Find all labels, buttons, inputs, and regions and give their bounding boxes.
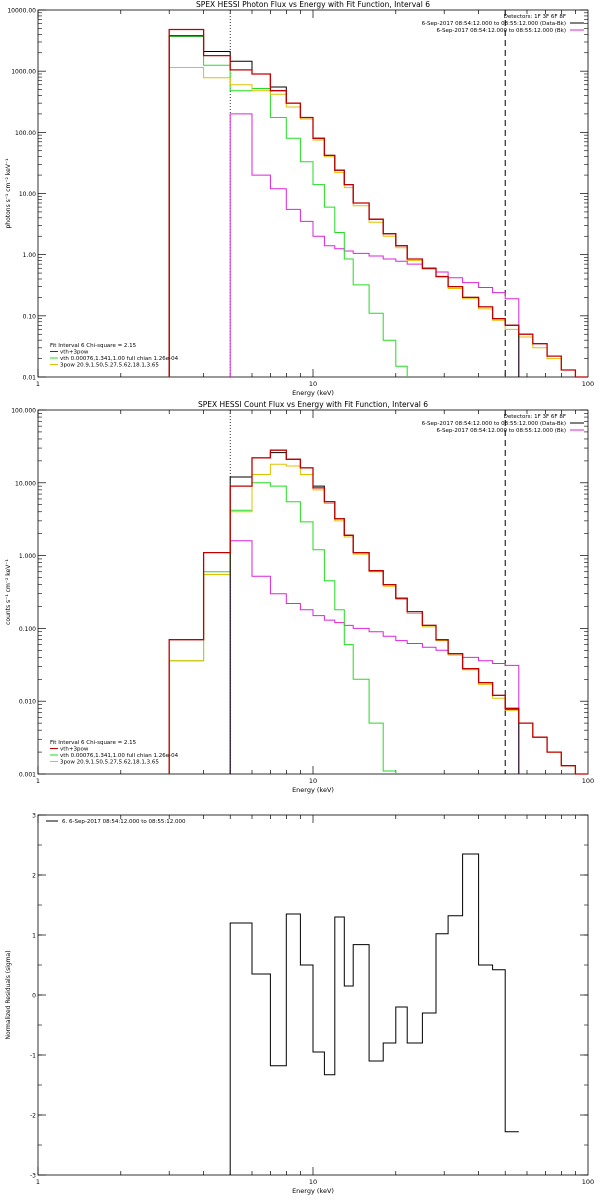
y-tick-label: 100.00	[15, 130, 36, 137]
chart-panel-2: SPEX HESSI Count Flux vs Energy with Fit…	[5, 400, 594, 794]
y-tick-label: -1	[30, 1053, 36, 1060]
x-axis-label: Energy (keV)	[292, 389, 334, 397]
y-tick-label: 0.01	[23, 375, 37, 382]
series-bkg	[229, 113, 520, 377]
legend-entry: 6-Sep-2017 08:54:12.000 to 08:55:12.000 …	[437, 428, 567, 434]
series-total	[168, 28, 588, 378]
y-tick-label: 0.100	[19, 626, 36, 633]
legend-entry: 6-Sep-2017 08:54:12.000 to 08:55:12.000 …	[422, 21, 566, 27]
legend-entry: Fit Interval 6 Chi-square = 2.15	[50, 740, 137, 746]
x-tick-label: 10	[309, 380, 317, 388]
legend-entry: vth 0.00076,1.341,1.00 full chian 1.26e-…	[60, 753, 179, 759]
y-tick-label: 1.000	[19, 553, 36, 560]
series-data	[229, 452, 520, 774]
y-tick-label: -3	[30, 1173, 36, 1180]
y-tick-label: 10.00	[19, 191, 36, 198]
y-tick-label: 3	[32, 813, 36, 820]
y-tick-label: 1	[32, 933, 36, 940]
x-tick-label: 100	[582, 1178, 594, 1186]
x-tick-label: 100	[582, 380, 594, 388]
legend-entry: Fit Interval 6 Chi-square = 2.15	[50, 343, 137, 349]
y-tick-label: 10.000	[15, 480, 36, 487]
y-tick-label: 0.10	[23, 313, 37, 320]
y-tick-label: -2	[30, 1113, 36, 1120]
legend-entry: Detectors: 1F 3F 6F 8F	[504, 14, 566, 20]
legend-entry: 6-Sep-2017 08:54:12.000 to 08:55:12.000 …	[437, 28, 567, 34]
legend-entry: 3pow 20.9,1.50,5.27,5.62,18.1,3.65	[60, 760, 159, 766]
series-resid	[229, 853, 519, 1175]
series-bkg	[229, 540, 520, 774]
legend-entry: vth+3pow	[60, 747, 89, 753]
x-tick-label: 10	[309, 777, 317, 785]
chart-title: SPEX HESSI Count Flux vs Energy with Fit…	[198, 400, 428, 409]
chart-panel-1: SPEX HESSI Photon Flux vs Energy with Fi…	[5, 0, 594, 397]
y-tick-label: 2	[32, 873, 36, 880]
series-vth	[168, 35, 408, 377]
x-tick-label: 1	[36, 380, 40, 388]
chart-title: SPEX HESSI Photon Flux vs Energy with Fi…	[196, 0, 430, 9]
legend-entry: Detectors: 1F 3F 6F 8F	[504, 414, 566, 420]
legend-entry: vth+3pow	[60, 350, 89, 356]
chart-panel-3: 1 10 100 Energy (keV) -3 -2 -1 0 1 2 3 Normalized R…	[5, 813, 594, 1196]
legend-entry: 6. 6-Sep-2017 08:54:12.000 to 08:55:12.0…	[62, 819, 186, 825]
series-total	[168, 449, 588, 775]
y-tick-label: 0.010	[19, 699, 36, 706]
y-axis-label: Normalized Residuals (sigma)	[5, 950, 12, 1039]
y-axis-label: counts s⁻¹ cm⁻² keV⁻¹	[5, 559, 12, 625]
legend-entry: 3pow 20.9,1.50,5.27,5.62,18.1,3.65	[60, 363, 159, 369]
y-tick-label: 0	[32, 993, 36, 1000]
y-tick-label: 1000.00	[11, 69, 36, 76]
x-axis-label: Energy (keV)	[292, 1187, 334, 1195]
y-tick-label: 10000.00	[7, 8, 36, 15]
x-tick-label: 1	[36, 1178, 40, 1186]
legend-entry: 6-Sep-2017 08:54:12.000 to 08:55:12.000 …	[422, 421, 566, 427]
x-tick-label: 1	[36, 777, 40, 785]
y-tick-label: 0.001	[19, 772, 36, 779]
y-tick-label: 100.000	[11, 408, 36, 415]
x-tick-label: 100	[582, 777, 594, 785]
legend-entry: vth 0.00076,1.341,1.00 full chian 1.26e-…	[60, 356, 179, 362]
y-axis-label: photons s⁻¹ cm⁻² keV⁻¹	[5, 158, 12, 229]
y-tick-label: 1.00	[23, 252, 37, 259]
x-tick-label: 10	[309, 1178, 317, 1186]
series-data	[168, 35, 520, 377]
x-axis-label: Energy (keV)	[292, 786, 334, 794]
